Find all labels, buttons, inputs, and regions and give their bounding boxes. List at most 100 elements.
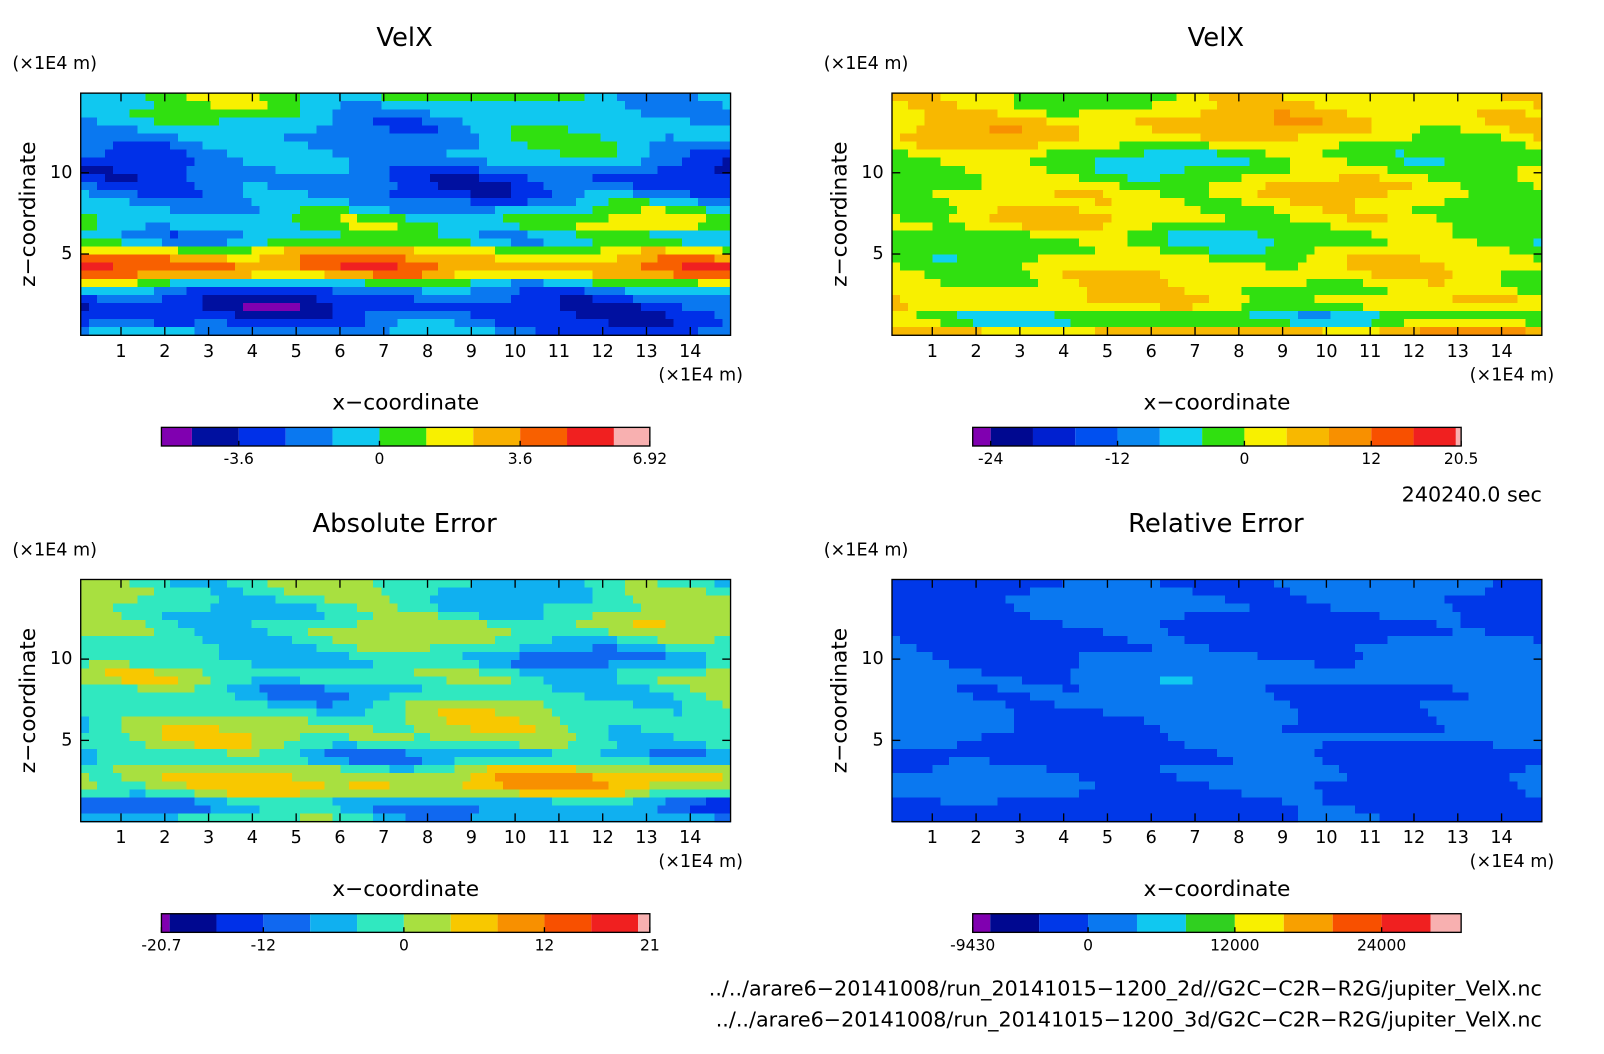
contour-cell	[1306, 141, 1316, 151]
contour-cell	[316, 238, 326, 248]
contour-cell	[1314, 262, 1324, 272]
contour-cell	[267, 246, 277, 256]
contour-cell	[1225, 93, 1234, 102]
contour-cell	[316, 133, 326, 143]
contour-cell	[267, 149, 277, 159]
contour-cell	[1265, 117, 1275, 127]
contour-cell	[1013, 278, 1023, 288]
contour-cell	[1030, 278, 1039, 288]
contour-cell	[924, 157, 934, 167]
contour-cell	[397, 133, 407, 143]
contour-cell	[438, 93, 447, 102]
contour-cell	[1086, 327, 1096, 336]
contour-cell	[657, 181, 667, 191]
contour-cell	[454, 262, 464, 272]
contour-cell	[88, 238, 98, 248]
contour-cell	[1452, 302, 1462, 312]
contour-cell	[908, 189, 917, 199]
contour-cell	[989, 157, 999, 167]
contour-cell	[430, 149, 439, 159]
contour-cell	[1233, 222, 1242, 231]
contour-cell	[1160, 157, 1169, 167]
contour-cell	[1355, 149, 1364, 159]
contour-cell	[145, 286, 155, 296]
contour-cell	[178, 286, 187, 296]
contour-cell	[1086, 181, 1096, 191]
contour-cell	[454, 181, 464, 191]
contour-cell	[1314, 165, 1324, 175]
contour-cell	[1509, 262, 1519, 272]
contour-cell	[300, 286, 309, 296]
contour-cell	[210, 198, 220, 207]
contour-cell	[1257, 173, 1267, 183]
contour-cell	[1086, 149, 1096, 159]
contour-cell	[608, 286, 618, 296]
contour-cell	[989, 278, 999, 288]
contour-cell	[137, 254, 147, 264]
contour-cell	[194, 262, 204, 272]
contour-cell	[243, 157, 252, 167]
contour-cell	[300, 254, 309, 264]
contour-cell	[1119, 117, 1129, 127]
contour-cell	[494, 302, 504, 312]
contour-cell	[673, 238, 683, 248]
contour-cell	[324, 254, 334, 264]
contour-cell	[470, 238, 480, 248]
contour-cell	[389, 319, 399, 328]
contour-cell	[186, 230, 196, 240]
contour-cell	[316, 230, 326, 240]
contour-cell	[1192, 189, 1202, 199]
contour-cell	[356, 149, 366, 159]
contour-cell	[1005, 214, 1015, 223]
contour-cell	[113, 157, 122, 167]
contour-cell	[948, 302, 958, 312]
contour-cell	[365, 125, 374, 135]
contour-cell	[389, 141, 399, 151]
contour-cell	[535, 149, 545, 159]
contour-cell	[194, 181, 204, 191]
contour-cell	[194, 294, 204, 304]
contour-cell	[1176, 327, 1186, 336]
contour-cell	[932, 181, 942, 191]
contour-cell	[1038, 238, 1047, 248]
contour-cell	[1151, 222, 1161, 231]
contour-cell	[1111, 302, 1121, 312]
contour-cell	[673, 101, 683, 110]
contour-cell	[1314, 189, 1324, 199]
contour-cell	[1322, 109, 1332, 118]
contour-cell	[706, 286, 715, 296]
contour-cell	[421, 286, 431, 296]
contour-cell	[1127, 319, 1137, 328]
contour-cell	[908, 262, 917, 272]
contour-cell	[421, 157, 431, 167]
contour-cell	[88, 165, 98, 175]
contour-cell	[706, 311, 715, 320]
contour-cell	[665, 173, 675, 183]
contour-cell	[80, 149, 90, 159]
contour-cell	[1420, 319, 1429, 328]
contour-cell	[446, 230, 456, 240]
contour-cell	[559, 149, 569, 159]
contour-cell	[1257, 206, 1267, 215]
contour-cell	[1281, 133, 1291, 143]
contour-cell	[275, 101, 285, 110]
contour-cell	[576, 141, 585, 151]
contour-cell	[891, 238, 901, 248]
contour-cell	[462, 214, 472, 223]
contour-cell	[316, 189, 326, 199]
contour-cell	[1501, 198, 1510, 207]
contour-cell	[194, 222, 204, 231]
contour-cell	[1030, 189, 1039, 199]
contour-cell	[559, 230, 569, 240]
contour-cell	[519, 230, 529, 240]
contour-cell	[592, 294, 602, 304]
contour-cell	[324, 198, 334, 207]
contour-cell	[300, 327, 309, 336]
contour-cell	[170, 141, 179, 151]
contour-cell	[1225, 117, 1234, 127]
contour-cell	[1135, 311, 1145, 320]
contour-cell	[121, 327, 131, 336]
contour-cell	[641, 206, 650, 215]
contour-cell	[1436, 181, 1445, 191]
contour-cell	[1086, 141, 1096, 151]
